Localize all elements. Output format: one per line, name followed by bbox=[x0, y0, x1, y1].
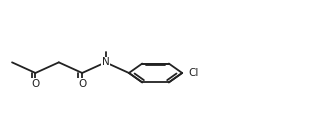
Text: O: O bbox=[78, 79, 86, 89]
Text: N: N bbox=[102, 57, 110, 67]
Text: O: O bbox=[31, 79, 39, 89]
Text: Cl: Cl bbox=[188, 68, 198, 78]
